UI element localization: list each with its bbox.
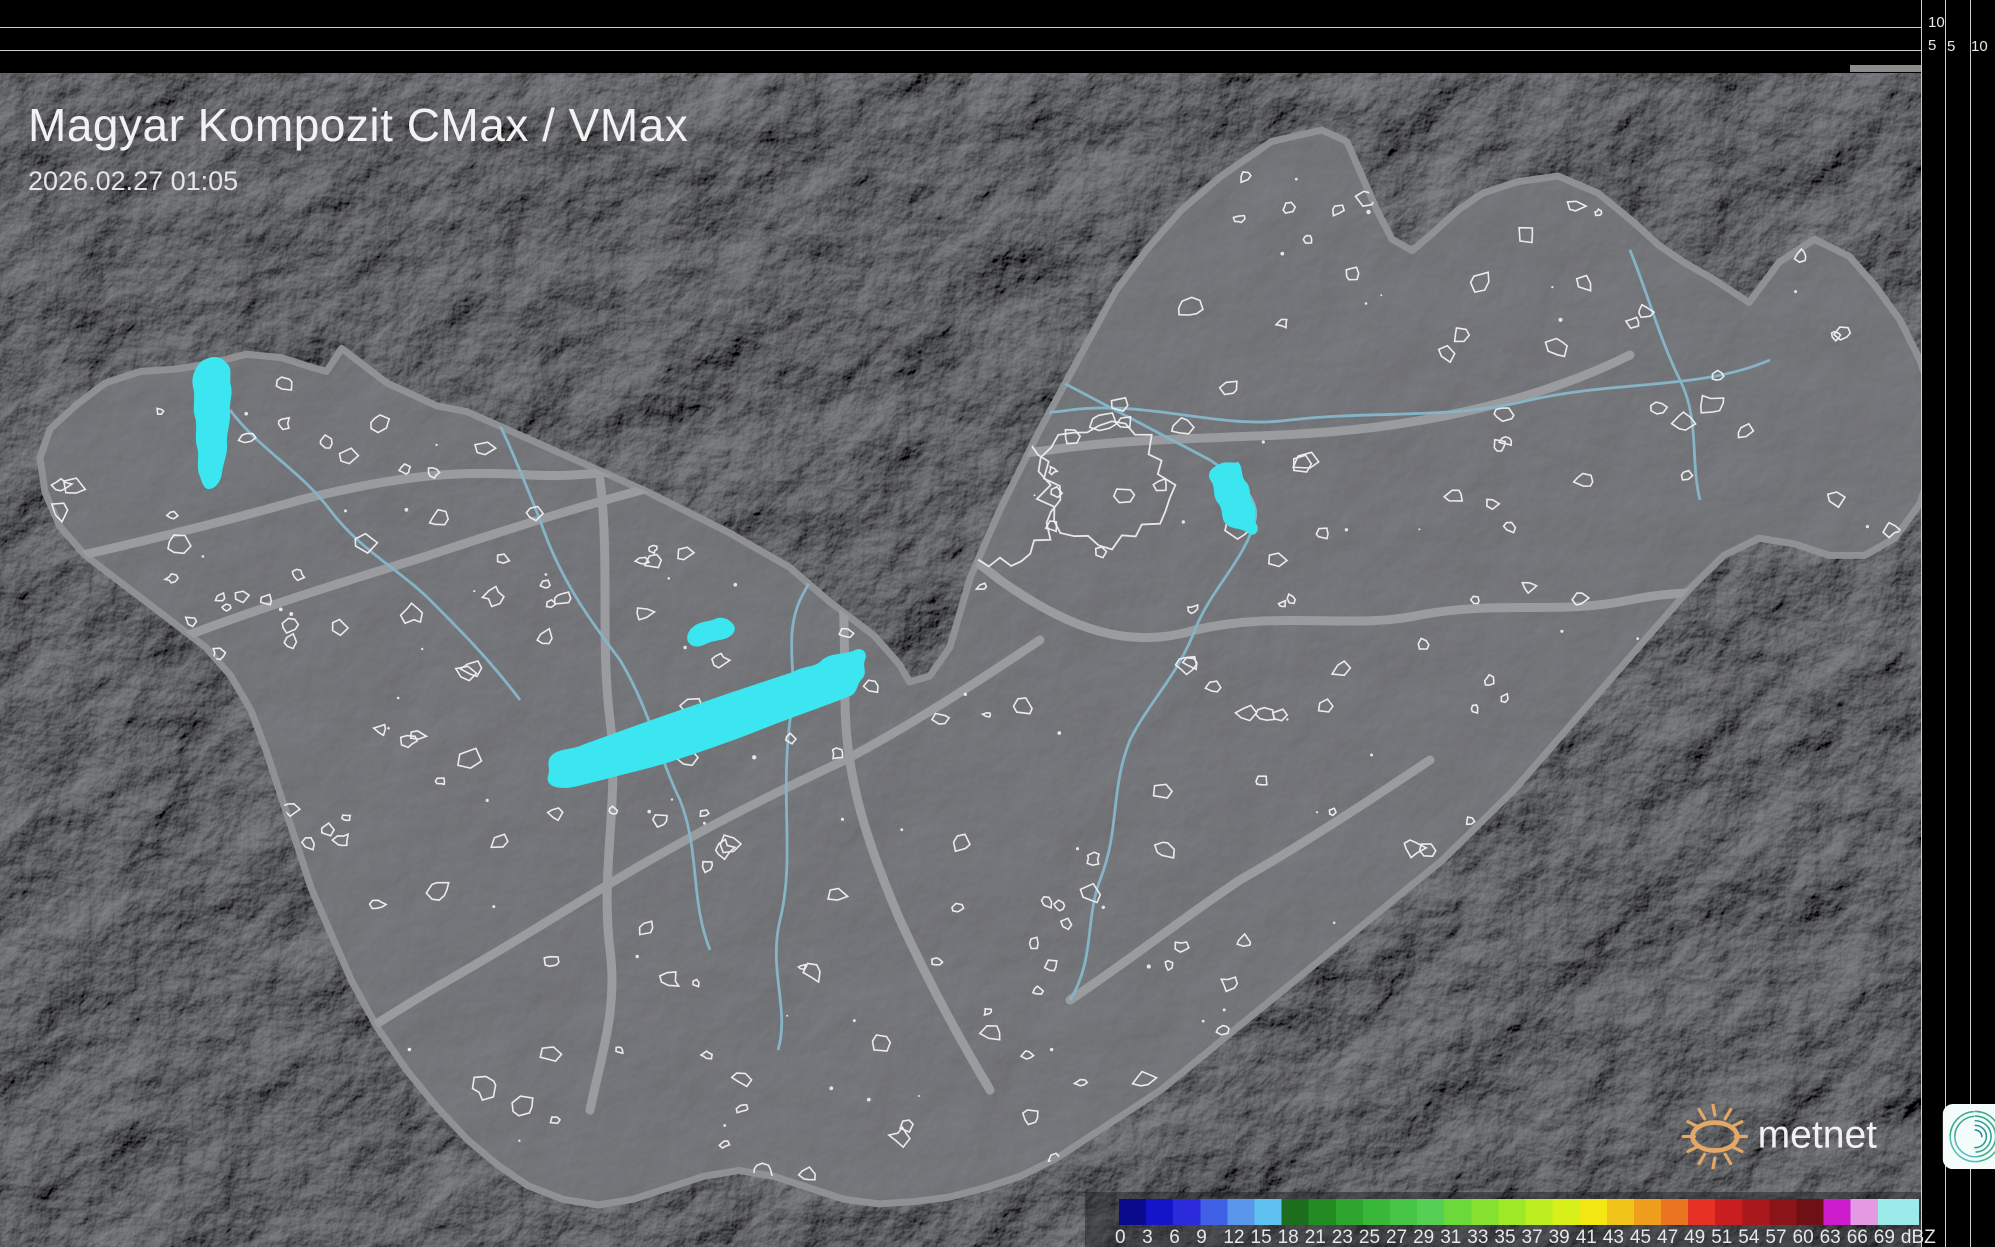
svg-text:metnet: metnet xyxy=(1758,1114,1878,1157)
